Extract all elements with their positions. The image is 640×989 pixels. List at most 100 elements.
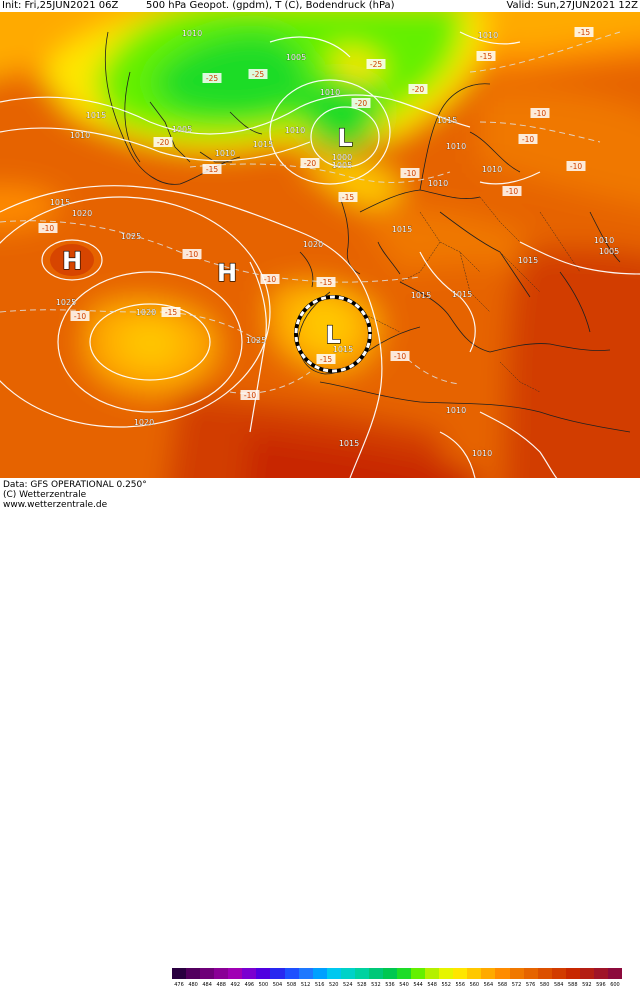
isotherm-label-text: -25 xyxy=(206,74,218,83)
isotherm-label-text: -10 xyxy=(506,187,518,196)
isotherm-label-text: -10 xyxy=(534,109,546,118)
isobar-label: 1010 xyxy=(478,31,498,40)
isotherm-label-text: -20 xyxy=(412,85,424,94)
isobar-label: 1015 xyxy=(86,111,106,120)
isotherm-label-text: -15 xyxy=(578,28,590,37)
isobar-label: 1020 xyxy=(136,308,156,317)
isotherm-label: -10 xyxy=(518,134,538,144)
isobar-label: 1010 xyxy=(70,131,90,140)
center-markers xyxy=(50,244,372,373)
isobar-label: 1010 xyxy=(446,142,466,151)
color-scale-value: 492 xyxy=(230,982,241,988)
isotherm-label: -15 xyxy=(316,277,336,287)
color-scale-swatch xyxy=(298,968,313,979)
isotherm-label: -10 xyxy=(38,223,58,233)
color-scale-value: 516 xyxy=(314,982,325,988)
color-scale-swatch xyxy=(312,968,327,979)
color-scale-value: 580 xyxy=(539,982,550,988)
color-scale-value: 488 xyxy=(216,982,226,988)
color-scale-value: 524 xyxy=(343,982,353,988)
isotherm-label-text: -15 xyxy=(206,165,218,174)
isotherm-label-text: -10 xyxy=(186,250,198,259)
color-scale-swatch xyxy=(453,968,468,979)
color-scale-swatch xyxy=(593,968,608,979)
isobar-label: 1010 xyxy=(215,149,235,158)
isotherm-label-text: -25 xyxy=(252,70,264,79)
color-scale-value: 508 xyxy=(286,982,297,988)
isotherm-label-text: -20 xyxy=(355,99,367,108)
isobar-label: 1025 xyxy=(246,336,266,345)
isotherm-label: -10 xyxy=(182,249,202,259)
isobar-label: 1025 xyxy=(121,232,141,241)
isotherm-label-text: -15 xyxy=(320,278,332,287)
color-scale-swatch xyxy=(551,968,566,979)
isotherm-label: -25 xyxy=(202,73,222,83)
isobar-label: 1010 xyxy=(446,406,466,415)
color-scale-swatch xyxy=(186,968,201,979)
color-scale-value: 568 xyxy=(497,982,508,988)
isobar-label: 1010 xyxy=(482,165,502,174)
isotherm-label: -20 xyxy=(408,84,428,94)
color-scale-swatch xyxy=(523,968,538,979)
isotherm-label-text: -10 xyxy=(74,312,86,321)
isotherm-label: -15 xyxy=(476,51,496,61)
color-scale-value: 600 xyxy=(610,982,620,988)
isobar-label: 1000 xyxy=(332,153,352,162)
color-scale-value: 596 xyxy=(596,982,606,988)
isotherm-label-text: -10 xyxy=(244,391,256,400)
color-scale-swatch xyxy=(425,968,440,979)
isobar-label: 1010 xyxy=(285,126,305,135)
isotherm-label-text: -10 xyxy=(394,352,406,361)
isobar-label: 1005 xyxy=(332,161,352,170)
color-scale-value: 496 xyxy=(244,982,255,988)
color-scale-swatch xyxy=(228,968,243,979)
color-scale-value: 540 xyxy=(399,982,409,988)
color-scale-swatch xyxy=(579,968,594,979)
color-scale-swatch xyxy=(172,968,187,979)
isotherm-label-text: -10 xyxy=(264,275,276,284)
color-scale-swatch xyxy=(481,968,496,979)
color-scale-swatch xyxy=(354,968,369,979)
color-scale-value: 520 xyxy=(328,982,339,988)
isobar-label: 1010 xyxy=(594,236,614,245)
temperature-labels: -25 -25 -25 -20 -20 -20 -20 -15 -15 -15 -15 -10 -10 -… xyxy=(38,27,594,400)
isotherm-label: -10 xyxy=(240,390,260,400)
color-scale-swatch xyxy=(326,968,341,979)
isobar-label: 1015 xyxy=(50,198,70,207)
isobar-label: 1010 xyxy=(428,179,448,188)
isotherm-label-text: -10 xyxy=(522,135,534,144)
color-scale-swatch xyxy=(256,968,271,979)
low-pressure-center: L xyxy=(325,321,340,349)
color-scale-swatch xyxy=(340,968,355,979)
color-scale-value: 504 xyxy=(272,982,283,988)
chart-title: 500 hPa Geopot. (gpdm), T (C), Bodendruc… xyxy=(146,0,395,11)
color-scale-value: 476 xyxy=(174,982,184,988)
isobar-label: 1025 xyxy=(56,298,76,307)
high-pressure-center: H xyxy=(62,247,82,275)
color-scale-swatch xyxy=(495,968,510,979)
color-scale-value: 584 xyxy=(553,982,564,988)
isotherm-label-text: -25 xyxy=(370,60,382,69)
isotherm-label: -15 xyxy=(338,192,358,202)
color-scale-value: 564 xyxy=(483,982,494,988)
low-pressure-center: L xyxy=(337,124,352,152)
color-scale-value: 512 xyxy=(300,982,311,988)
copyright: (C) Wetterzentrale xyxy=(3,490,87,500)
isobar-label: 1015 xyxy=(452,290,472,299)
isobar-label: 1015 xyxy=(333,345,353,354)
isotherm-label: -10 xyxy=(502,186,522,196)
isobar-label: 1010 xyxy=(472,449,492,458)
isotherm-label-text: -15 xyxy=(165,308,177,317)
color-scale-value: 552 xyxy=(441,982,451,988)
isobar-label: 1020 xyxy=(303,240,323,249)
coastlines xyxy=(104,31,631,433)
isotherm-label: -15 xyxy=(574,27,594,37)
color-scale-swatch xyxy=(607,968,622,979)
isotherm-label: -20 xyxy=(153,137,173,147)
color-scale-swatch xyxy=(368,968,383,979)
isotherm-label: -20 xyxy=(300,158,320,168)
color-scale-labels: 476 480 484 488 492 496 500 504 508 512 516 520 524 5… xyxy=(172,981,622,989)
color-scale-swatch xyxy=(411,968,426,979)
isotherm-label: -25 xyxy=(366,59,386,69)
isotherm-label: -15 xyxy=(202,164,222,174)
